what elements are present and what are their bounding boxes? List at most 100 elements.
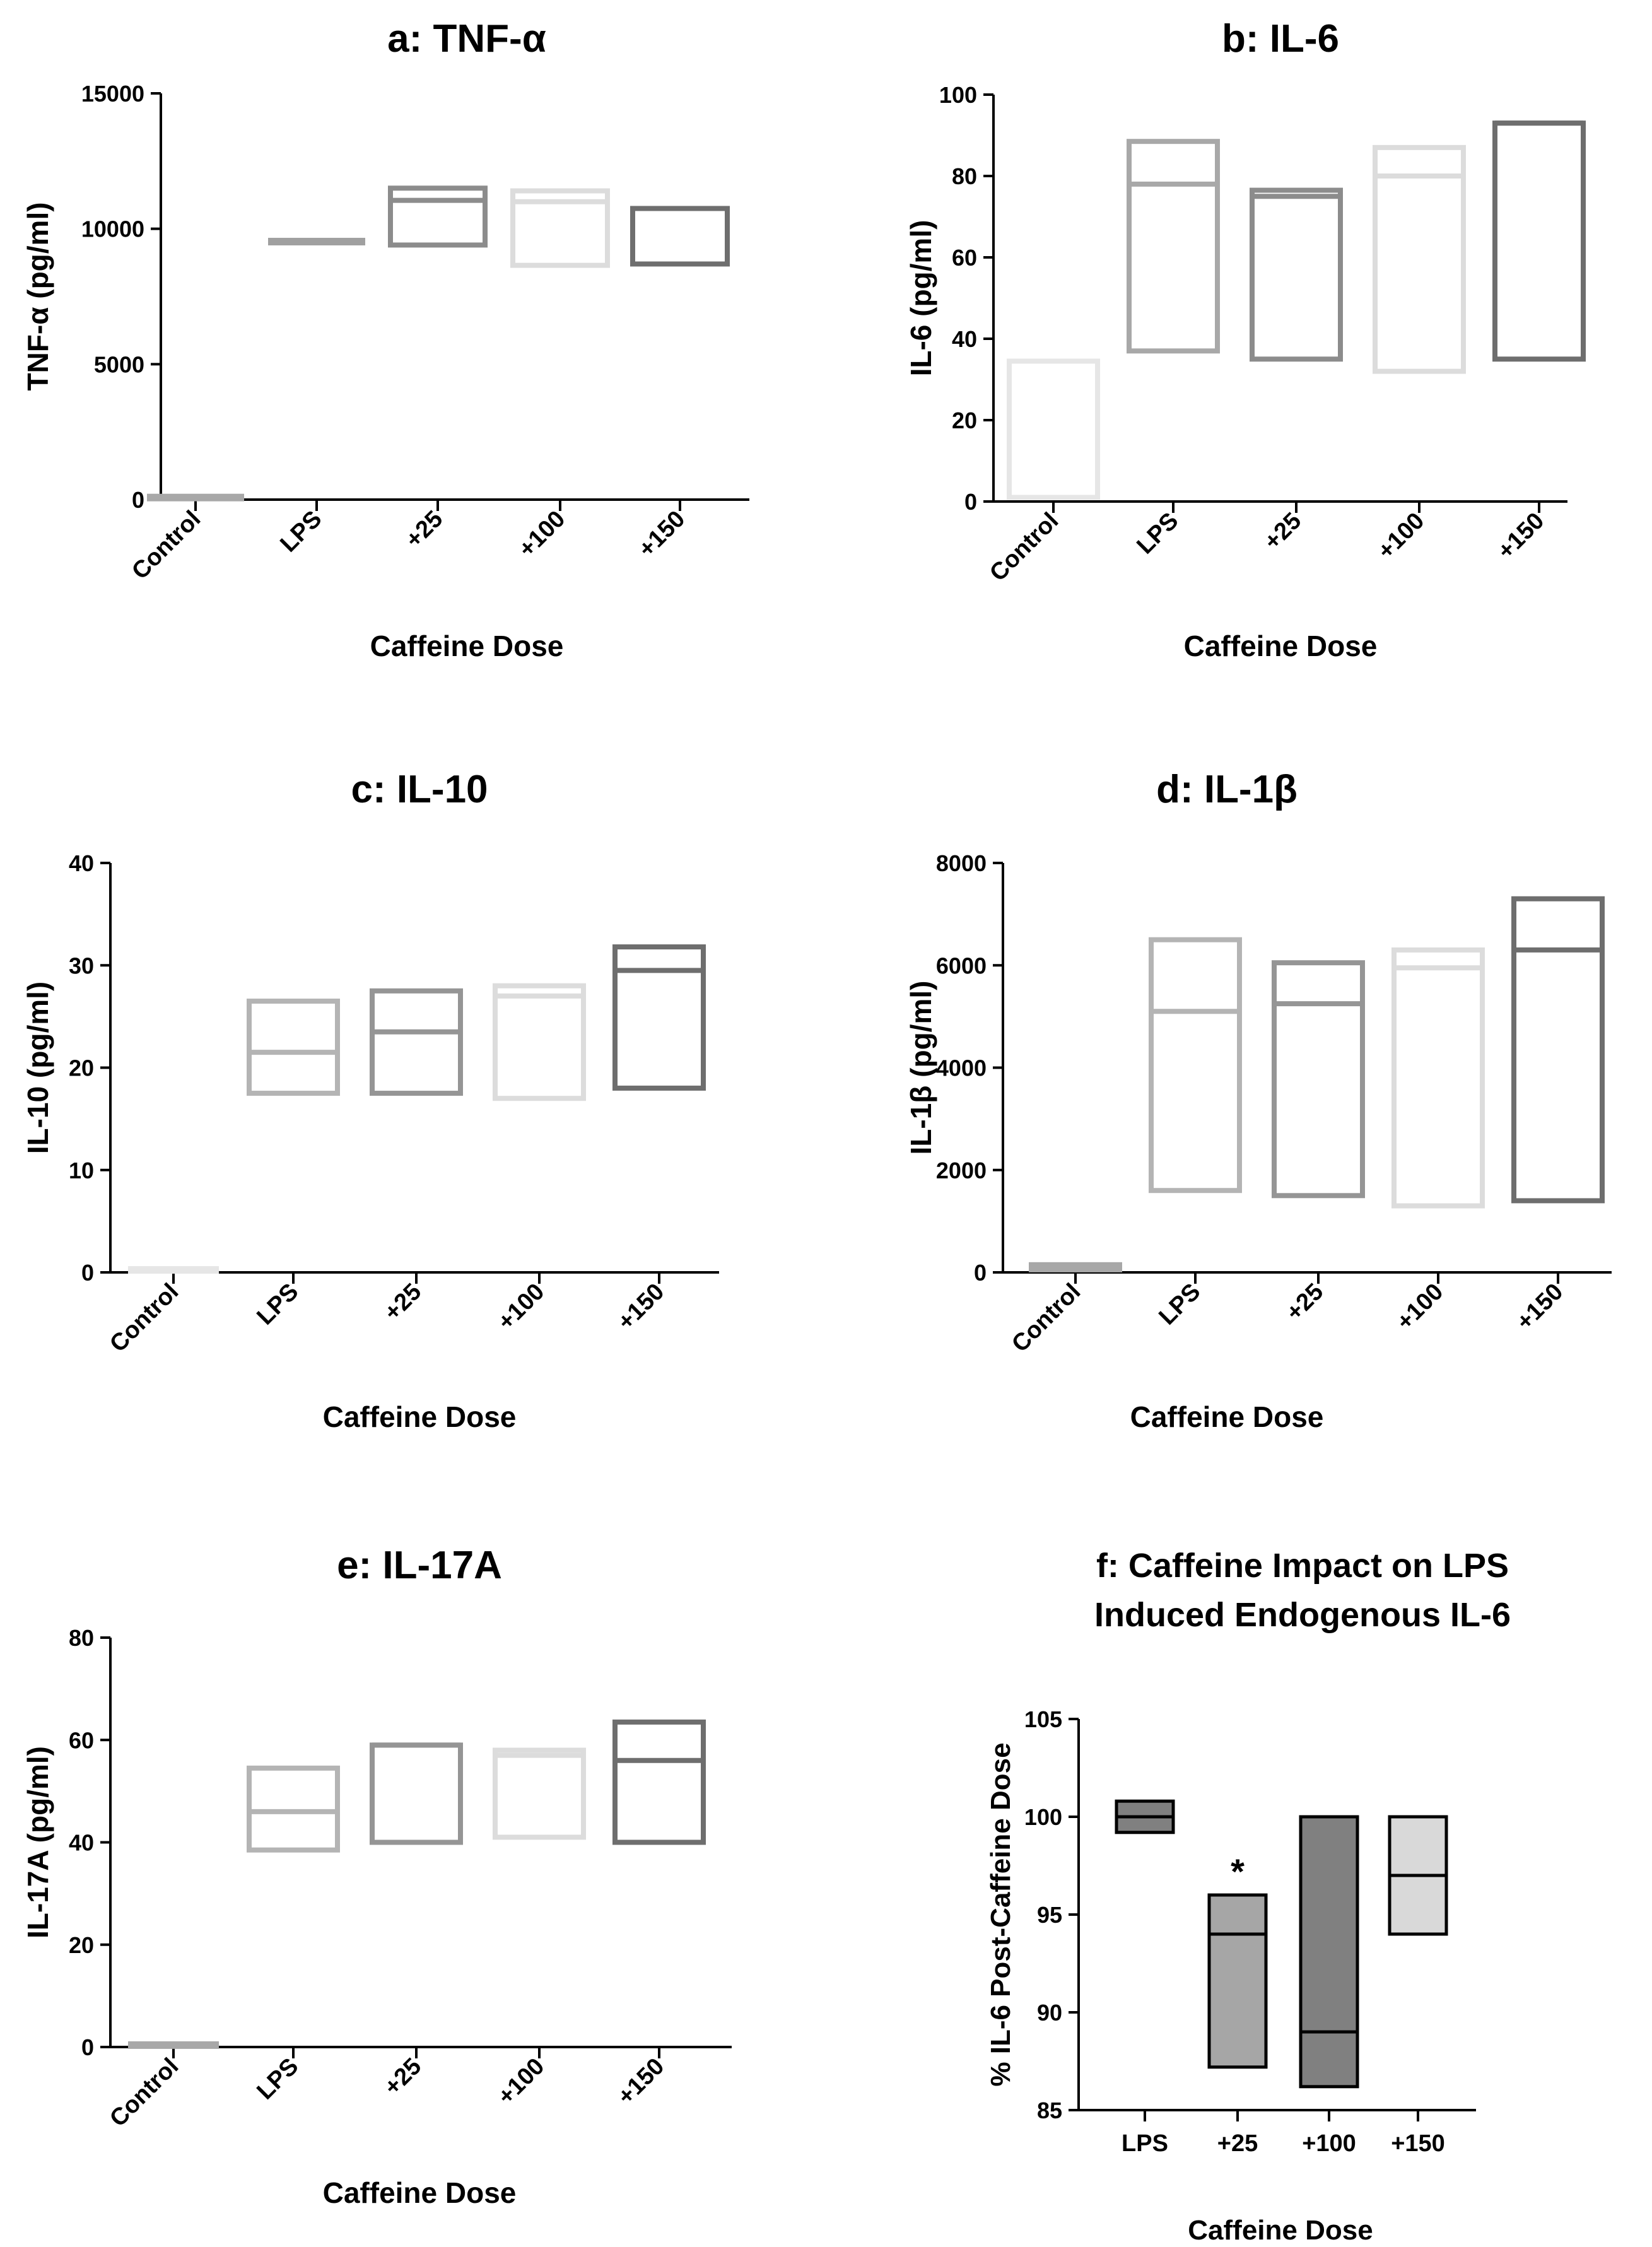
significance-asterisk: * [1231, 1851, 1245, 1891]
x-tick-label: LPS [1132, 508, 1183, 560]
x-axis-label: Caffeine Dose [323, 2176, 517, 2209]
y-tick-label: 80 [69, 1625, 94, 1651]
y-tick-label: 40 [69, 850, 94, 876]
y-tick-label: 0 [81, 1260, 94, 1286]
x-tick-label: +25 [1281, 1279, 1328, 1326]
panel-e: e: IL-17A 0 20 40 60 80 Control LPS +25 +100 +150 I… [21, 1544, 732, 2209]
x-tick-label: +25 [379, 1279, 426, 1326]
box-LPS [1149, 937, 1242, 1194]
box-+150 [1511, 896, 1605, 1204]
x-tick-label: +25 [1259, 508, 1306, 555]
panel-title: e: IL-17A [337, 1544, 502, 1587]
y-tick-label: 105 [1024, 1706, 1062, 1732]
y-tick-label: 2000 [936, 1158, 987, 1183]
y-tick-label: 0 [974, 1260, 987, 1286]
x-tick-label: LPS [275, 506, 327, 558]
box-LPS [247, 999, 340, 1096]
x-tick-label: +150 [1391, 2130, 1445, 2157]
y-tick-label: 8000 [936, 850, 987, 876]
x-tick-label: LPS [252, 1279, 303, 1330]
x-tick-label: LPS [1122, 2130, 1168, 2157]
x-tick-label: Control [985, 508, 1063, 587]
y-tick-label: 0 [132, 487, 144, 513]
x-tick-label: +150 [1511, 1279, 1568, 1335]
box-+100 [510, 188, 610, 268]
y-tick-label: 40 [952, 326, 977, 352]
panel-title: d: IL-1β [1156, 768, 1298, 811]
y-tick-label: 20 [69, 1932, 94, 1958]
y-tick-label: 0 [81, 2034, 94, 2060]
box-+100 [493, 983, 586, 1101]
box-LPS [1127, 139, 1220, 354]
box-+150 [612, 944, 706, 1091]
x-tick-label: Control [127, 506, 206, 585]
y-tick-label: 100 [939, 82, 977, 108]
panel-d: d: IL-1β 0 2000 4000 6000 8000 Control LPS +25 +1… [905, 768, 1612, 1433]
x-axis-label: Caffeine Dose [1184, 630, 1378, 662]
y-tick-label: 6000 [936, 953, 987, 978]
y-tick-label: 20 [952, 408, 977, 433]
y-tick-label: 5000 [94, 351, 144, 377]
x-tick-label: +150 [1492, 508, 1549, 565]
box-Control [147, 493, 244, 502]
box-Control [128, 2041, 219, 2049]
x-axis-label: Caffeine Dose [1188, 2215, 1373, 2246]
box-+150 [630, 206, 730, 267]
y-tick-label: 95 [1037, 1902, 1062, 1928]
x-tick-label: LPS [1154, 1279, 1205, 1330]
x-tick-label: +100 [493, 2053, 549, 2110]
box-+25 [370, 988, 463, 1096]
panel-a: a: TNF-α 0 5000 10000 15000 Control LPS +25 +100… [21, 17, 749, 662]
y-tick-label: 60 [69, 1727, 94, 1753]
x-tick-label: +25 [1217, 2130, 1258, 2157]
box-+100 [1391, 947, 1485, 1209]
panel-b: b: IL-6 0 20 40 60 80 100 Control LPS +25 +100 +150… [905, 17, 1586, 662]
panel-title: b: IL-6 [1222, 17, 1339, 61]
x-tick-label: +150 [633, 506, 690, 563]
y-axis-label: IL-6 (pg/ml) [905, 220, 937, 377]
box-+150 [1492, 120, 1586, 362]
x-axis-label: Caffeine Dose [1130, 1400, 1324, 1433]
y-tick-label: 10000 [81, 216, 144, 242]
y-tick-label: 100 [1024, 1804, 1062, 1830]
y-tick-label: 0 [964, 489, 977, 515]
panel-title: c: IL-10 [351, 768, 488, 811]
y-tick-label: 90 [1037, 2000, 1062, 2026]
y-axis-label: TNF-α (pg/ml) [21, 202, 54, 390]
box-+25 [1250, 187, 1343, 362]
box-+100 [1373, 144, 1466, 374]
x-tick-label: Control [1007, 1279, 1086, 1358]
x-tick-label: +100 [513, 506, 570, 563]
y-tick-label: 80 [952, 163, 977, 189]
box-+100 [1299, 1815, 1359, 2089]
y-axis-label: IL-10 (pg/ml) [21, 982, 54, 1154]
x-axis-label: Caffeine Dose [323, 1400, 517, 1433]
x-tick-label: +100 [1391, 1279, 1448, 1335]
y-tick-label: 10 [69, 1158, 94, 1183]
y-tick-label: 15000 [81, 81, 144, 107]
panel-title: f: Caffeine Impact on LPS [1096, 1547, 1509, 1585]
x-tick-label: +100 [1373, 508, 1429, 565]
box-LPS [268, 237, 365, 245]
x-tick-label: +150 [612, 2053, 669, 2110]
y-tick-label: 20 [69, 1055, 94, 1081]
y-tick-label: 85 [1037, 2097, 1062, 2123]
y-tick-label: 4000 [936, 1055, 987, 1081]
box-Control [1007, 358, 1100, 500]
x-tick-label: Control [105, 2053, 184, 2132]
x-tick-label: LPS [252, 2053, 303, 2105]
box-+150 [612, 1719, 706, 1845]
y-axis-label: IL-17A (pg/ml) [21, 1746, 54, 1939]
y-tick-label: 40 [69, 1830, 94, 1856]
x-tick-label: +25 [379, 2053, 426, 2101]
y-axis-label: IL-1β (pg/ml) [905, 981, 937, 1155]
box-+25 [1272, 960, 1365, 1199]
x-tick-label: +150 [612, 1279, 669, 1335]
box-Control [128, 1266, 219, 1274]
box-LPS [247, 1765, 340, 1853]
panel-title-line2: Induced Endogenous IL-6 [1094, 1596, 1511, 1634]
panel-title: a: TNF-α [387, 17, 546, 61]
x-axis-label: Caffeine Dose [370, 630, 564, 662]
panel-c: c: IL-10 0 10 20 30 40 Control LPS +25 +100 +150 IL… [21, 768, 719, 1433]
